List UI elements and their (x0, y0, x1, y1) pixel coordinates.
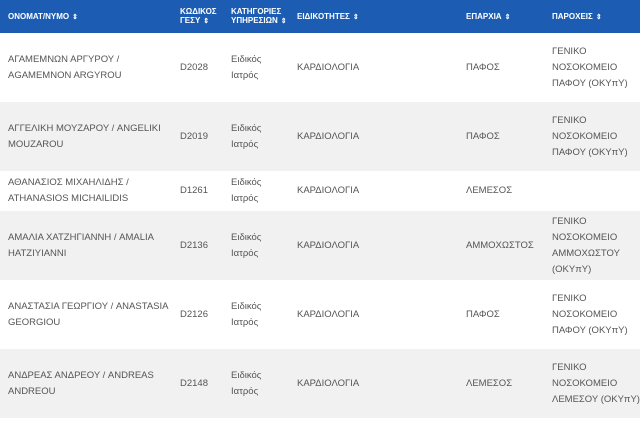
cell-specialty: ΚΑΡΔΙΟΛΟΓΙΑ (289, 211, 458, 280)
sort-icon[interactable]: ⇕ (504, 13, 511, 21)
column-header-name[interactable]: ΟΝΟΜΑΤ/ΝΥΜΟ ⇕ (0, 0, 172, 33)
cell-provider: ΓΕΝΙΚΟ ΝΟΣΟΚΟΜΕΙΟ ΠΑΦΟΥ (ΟΚΥπΥ) (544, 102, 640, 171)
cell-provider: ΓΕΝΙΚΟ ΝΟΣΟΚΟΜΕΙΟ ΠΑΦΟΥ (ΟΚΥπΥ) (552, 292, 628, 336)
column-label: ΕΠΑΡΧΙΑ (466, 11, 502, 21)
column-header-provider[interactable]: ΠΑΡΟΧΕΙΣ ⇕ (544, 0, 640, 33)
column-header-category[interactable]: ΚΑΤΗΓΟΡΙΕΣ ΥΠΗΡΕΣΙΩΝ ⇕ (223, 0, 289, 33)
cell-specialty: ΚΑΡΔΙΟΛΟΓΙΑ (297, 185, 360, 196)
cell-district: ΠΑΦΟΣ (466, 61, 500, 73)
cell-category: Ειδικός Ιατρός (231, 300, 262, 328)
cell-category: Ειδικός Ιατρός (223, 211, 289, 280)
column-label: ΠΑΡΟΧΕΙΣ (552, 11, 593, 21)
cell-name: ΑΝΔΡΕΑΣ ΑΝΔΡΕΟΥ / ANDREAS ANDREOU (0, 349, 172, 418)
cell-code: D2028 (180, 61, 208, 73)
cell-provider: ΓΕΝΙΚΟ ΝΟΣΟΚΟΜΕΙΟ ΠΑΦΟΥ (ΟΚΥπΥ) (552, 45, 628, 89)
cell-district: ΛΕΜΕΣΟΣ (466, 185, 513, 196)
table-row[interactable]: ΑΘΑΝΑΣΙΟΣ ΜΙΧΑΗΛΙΔΗΣ / ATHANASIOS MICHAI… (0, 171, 640, 211)
cell-category: Ειδικός Ιατρός (231, 177, 262, 204)
cell-district: ΠΑΦΟΣ (466, 308, 500, 320)
cell-code: D2136 (172, 211, 223, 280)
table-row[interactable]: ΑΓΓΕΛΙΚΗ ΜΟΥΖΑΡΟΥ / ANGELIKI MOUZAROU D20… (0, 102, 640, 171)
column-header-code[interactable]: ΚΩΔΙΚΟΣ ΓΕΣΥ ⇕ (172, 0, 223, 33)
column-label: ΟΝΟΜΑΤ/ΝΥΜΟ (8, 11, 70, 21)
column-header-district[interactable]: ΕΠΑΡΧΙΑ ⇕ (458, 0, 544, 33)
column-label: ΚΑΤΗΓΟΡΙΕΣ ΥΠΗΡΕΣΙΩΝ (231, 7, 282, 25)
cell-specialty: ΚΑΡΔΙΟΛΟΓΙΑ (289, 102, 458, 171)
cell-district: ΑΜΜΟΧΩΣΤΟΣ (458, 211, 544, 280)
cell-provider: ΓΕΝΙΚΟ ΝΟΣΟΚΟΜΕΙΟ ΛΕΜΕΣΟΥ (ΟΚΥπΥ) (544, 349, 640, 418)
cell-category: Ειδικός Ιατρός (231, 53, 262, 81)
column-label: ΚΩΔΙΚΟΣ ΓΕΣΥ (180, 7, 217, 25)
sort-icon[interactable]: ⇕ (72, 13, 78, 21)
cell-name: ΑΜΑΛΙΑ ΧΑΤΖΗΓΙΑΝΝΗ / AMALIA HATZIYIANNI (0, 211, 172, 280)
cell-provider: ΓΕΝΙΚΟ ΝΟΣΟΚΟΜΕΙΟ ΑΜΜΟΧΩΣΤΟΥ (ΟΚΥπΥ) (544, 211, 640, 280)
sort-icon[interactable]: ⇕ (203, 18, 210, 25)
cell-district: ΠΑΦΟΣ (458, 102, 544, 171)
cell-district: ΛΕΜΕΣΟΣ (458, 349, 544, 418)
cell-specialty: ΚΑΡΔΙΟΛΟΓΙΑ (297, 308, 360, 320)
cell-code: D2126 (180, 308, 208, 320)
table-row[interactable]: ΑΓΑΜΕΜΝΩΝ ΑΡΓΥΡΟΥ / AGAMEMNON ARGYROU D20… (0, 33, 640, 102)
cell-code: D1261 (180, 185, 208, 196)
table-row[interactable]: ΑΜΑΛΙΑ ΧΑΤΖΗΓΙΑΝΝΗ / AMALIA HATZIYIANNI D… (0, 211, 640, 280)
cell-specialty: ΚΑΡΔΙΟΛΟΓΙΑ (289, 349, 458, 418)
cell-name: ΑΝΑΣΤΑΣΙΑ ΓΕΩΡΓΙΟΥ / ANASTASIA GEORGIOU (8, 300, 168, 328)
sort-icon[interactable]: ⇕ (595, 13, 602, 21)
column-label: ΕΙΔΙΚΟΤΗΤΕΣ (297, 11, 350, 21)
cell-category: Ειδικός Ιατρός (223, 102, 289, 171)
table-row[interactable]: ΑΝΔΡΕΑΣ ΑΝΔΡΕΟΥ / ANDREAS ANDREOU D2148 Ει… (0, 349, 640, 418)
cell-name: ΑΓΓΕΛΙΚΗ ΜΟΥΖΑΡΟΥ / ANGELIKI MOUZAROU (0, 102, 172, 171)
table-header: ΟΝΟΜΑΤ/ΝΥΜΟ ⇕ ΚΩΔΙΚΟΣ ΓΕΣΥ ⇕ ΚΑΤΗΓΟΡΙΕΣ ΥΠΗΡ… (0, 0, 640, 33)
cell-code: D2019 (172, 102, 223, 171)
table-row[interactable]: ΑΝΑΣΤΑΣΙΑ ΓΕΩΡΓΙΟΥ / ANASTASIA GEORGIOU D… (0, 280, 640, 349)
cell-provider (544, 171, 640, 211)
sort-icon[interactable]: ⇕ (352, 13, 359, 21)
column-header-specialty[interactable]: ΕΙΔΙΚΟΤΗΤΕΣ ⇕ (289, 0, 458, 33)
sort-icon[interactable]: ⇕ (280, 18, 287, 25)
cell-category: Ειδικός Ιατρός (223, 349, 289, 418)
cell-specialty: ΚΑΡΔΙΟΛΟΓΙΑ (297, 61, 360, 73)
cell-code: D2148 (172, 349, 223, 418)
cell-name: ΑΓΑΜΕΜΝΩΝ ΑΡΓΥΡΟΥ / AGAMEMNON ARGYROU (8, 53, 122, 81)
cell-name: ΑΘΑΝΑΣΙΟΣ ΜΙΧΑΗΛΙΔΗΣ / ATHANASIOS MICHAI… (8, 177, 129, 204)
